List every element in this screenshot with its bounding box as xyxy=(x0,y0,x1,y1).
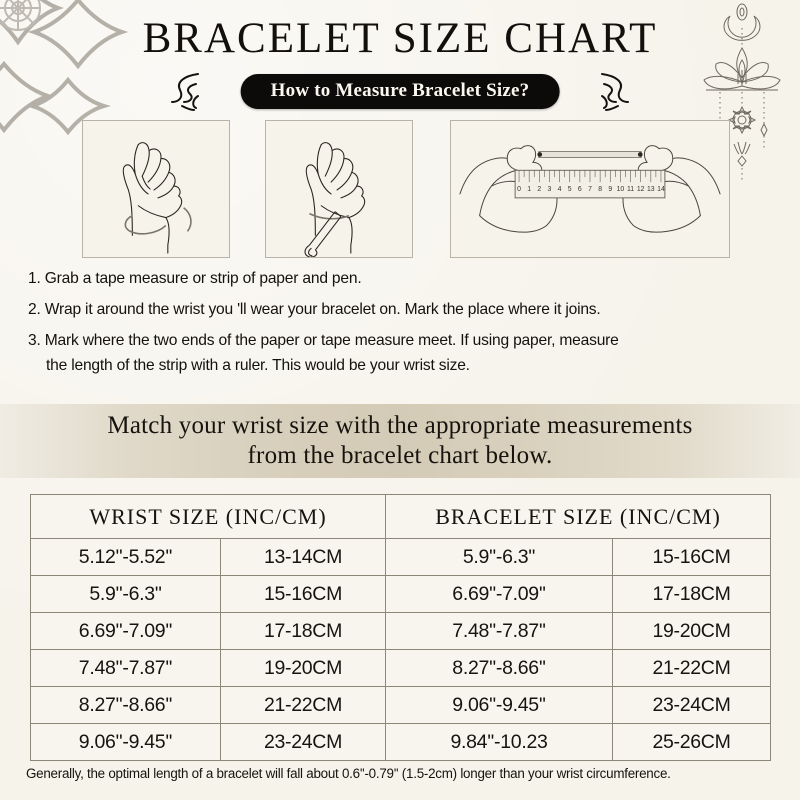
table-cell: 5.9''-6.3'' xyxy=(30,575,221,613)
table-header-row: WRIST SIZE (INC/CM) BRACELET SIZE (INC/C… xyxy=(30,494,771,539)
table-cell: 25-26CM xyxy=(612,723,771,761)
ruler-tick-label: 11 xyxy=(627,186,634,193)
table-cell: 6.69''-7.09'' xyxy=(385,575,613,613)
footnote: Generally, the optimal length of a brace… xyxy=(26,766,671,781)
table-cell: 15-16CM xyxy=(612,538,771,576)
column-header-wrist-size: WRIST SIZE (INC/CM) xyxy=(30,494,386,539)
table-cell: 17-18CM xyxy=(220,612,386,650)
table-cell: 8.27''-8.66'' xyxy=(385,649,613,687)
list-item: 2. Wrap it around the wrist you 'll wear… xyxy=(28,297,776,322)
step-text: Grab a tape measure or strip of paper an… xyxy=(44,270,362,287)
table-cell: 13-14CM xyxy=(220,538,386,576)
step-number: 1. xyxy=(28,270,41,287)
step-text: Mark where the two ends of the paper or … xyxy=(44,332,619,349)
size-chart-table: WRIST SIZE (INC/CM) BRACELET SIZE (INC/C… xyxy=(30,494,771,761)
ruler-tick-label: 13 xyxy=(647,186,655,193)
table-cell: 8.27''-8.66'' xyxy=(30,686,221,724)
swirl-flourish-icon xyxy=(171,73,199,111)
ruler-tick-label: 2 xyxy=(537,186,541,193)
illustration-hand-marking-wrist-with-pen xyxy=(265,120,413,258)
ruler-tick-label: 9 xyxy=(608,186,612,193)
ruler-tick-label: 8 xyxy=(598,186,602,193)
ruler-tick-label: 5 xyxy=(568,186,572,193)
measure-steps-list: 1. Grab a tape measure or strip of paper… xyxy=(28,266,776,384)
step-text: Wrap it around the wrist you 'll wear yo… xyxy=(44,301,601,318)
table-cell: 21-22CM xyxy=(612,649,771,687)
swirl-flourish-icon xyxy=(601,73,629,111)
table-cell: 5.12''-5.52'' xyxy=(30,538,221,576)
step-number: 2. xyxy=(28,301,41,318)
table-cell: 19-20CM xyxy=(220,649,386,687)
illustration-hand-with-tape-around-wrist xyxy=(82,120,230,258)
table-cell: 21-22CM xyxy=(220,686,386,724)
table-row: 5.9''-6.3'' 15-16CM 6.69''-7.09'' 17-18CM xyxy=(30,575,771,613)
step-number: 3. xyxy=(28,332,41,349)
ruler-tick-label: 14 xyxy=(657,186,665,193)
table-cell: 15-16CM xyxy=(220,575,386,613)
table-row: 5.12''-5.52'' 13-14CM 5.9''-6.3'' 15-16CM xyxy=(30,538,771,576)
list-item: 1. Grab a tape measure or strip of paper… xyxy=(28,266,776,291)
table-body: 5.12''-5.52'' 13-14CM 5.9''-6.3'' 15-16CM 5.… xyxy=(30,538,771,761)
ruler-tick-label: 3 xyxy=(548,186,552,193)
table-cell: 19-20CM xyxy=(612,612,771,650)
step-text-continued: the length of the strip with a ruler. Th… xyxy=(46,357,470,374)
table-cell: 9.84''-10.23 xyxy=(385,723,613,761)
ruler-tick-label: 7 xyxy=(588,186,592,193)
table-row: 6.69''-7.09'' 17-18CM 7.48''-7.87'' 19-20CM xyxy=(30,612,771,650)
table-cell: 9.06''-9.45'' xyxy=(30,723,221,761)
table-row: 9.06''-9.45'' 23-24CM 9.84''-10.23 25-26CM xyxy=(30,723,771,761)
table-cell: 23-24CM xyxy=(220,723,386,761)
ruler-tick-label: 12 xyxy=(637,186,645,193)
table-row: 8.27''-8.66'' 21-22CM 9.06''-9.45'' 23-24CM xyxy=(30,686,771,724)
table-cell: 5.9''-6.3'' xyxy=(385,538,613,576)
page-title: BRACELET SIZE CHART xyxy=(142,15,658,62)
table-cell: 7.48''-7.87'' xyxy=(385,612,613,650)
table-cell: 9.06''-9.45'' xyxy=(385,686,613,724)
ruler-tick-label: 6 xyxy=(578,186,582,193)
illustration-panels: 0 1 2 3 4 5 6 7 8 9 10 11 12 13 14 xyxy=(0,120,800,258)
match-size-banner: Match your wrist size with the appropria… xyxy=(0,404,800,478)
ruler-tick-label: 0 xyxy=(517,186,521,193)
list-item: 3. Mark where the two ends of the paper … xyxy=(28,328,776,378)
table-cell: 23-24CM xyxy=(612,686,771,724)
table-row: 7.48''-7.87'' 19-20CM 8.27''-8.66'' 21-22CM xyxy=(30,649,771,687)
table-cell: 7.48''-7.87'' xyxy=(30,649,221,687)
ruler-tick-label: 1 xyxy=(527,186,531,193)
size-chart-table-wrapper: WRIST SIZE (INC/CM) BRACELET SIZE (INC/C… xyxy=(30,494,771,761)
how-to-measure-badge: How to Measure Bracelet Size? xyxy=(240,74,560,109)
banner-line-1: Match your wrist size with the appropria… xyxy=(107,412,693,439)
column-header-bracelet-size: BRACELET SIZE (INC/CM) xyxy=(385,494,771,539)
banner-line-2: from the bracelet chart below. xyxy=(247,442,553,469)
table-cell: 17-18CM xyxy=(612,575,771,613)
ruler-tick-label: 4 xyxy=(558,186,562,193)
ruler-tick-marks xyxy=(518,170,662,183)
table-cell: 6.69''-7.09'' xyxy=(30,612,221,650)
illustration-hands-measuring-strip-with-ruler: 0 1 2 3 4 5 6 7 8 9 10 11 12 13 14 xyxy=(450,120,730,258)
ruler-tick-label: 10 xyxy=(617,186,625,193)
